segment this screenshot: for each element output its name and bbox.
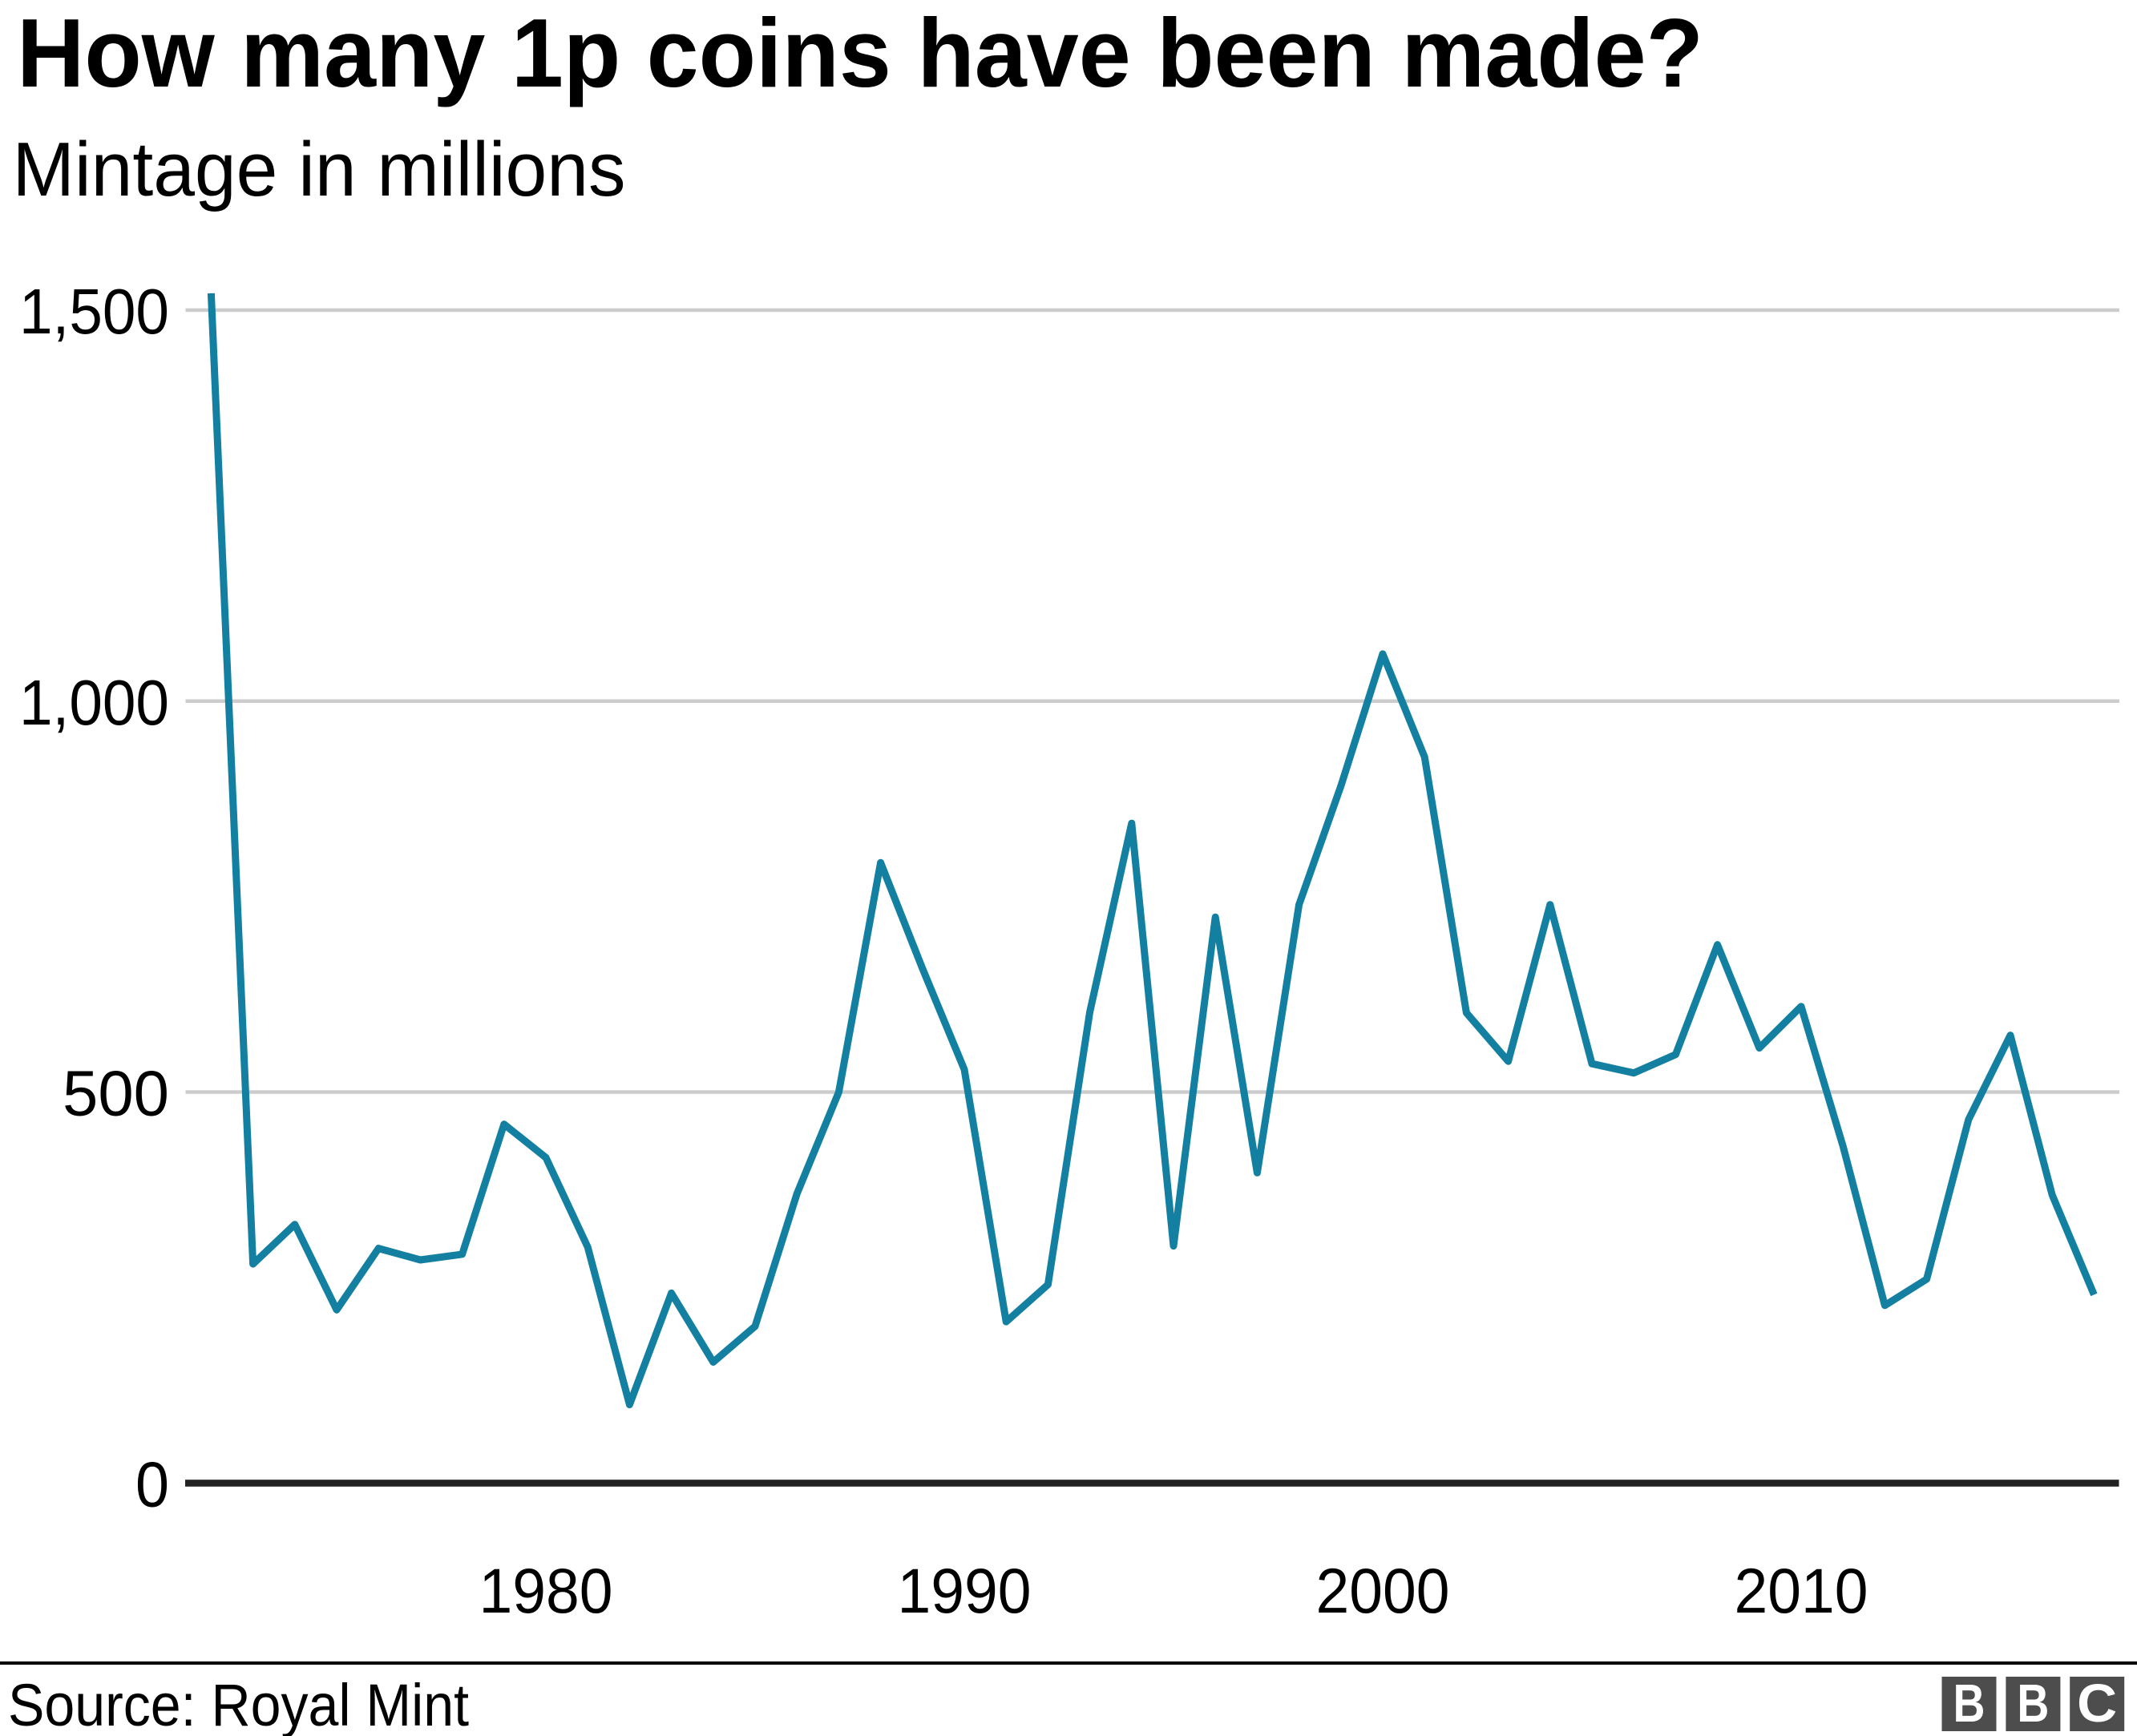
- svg-text:B: B: [2017, 1673, 2049, 1734]
- svg-text:2010: 2010: [1735, 1555, 1868, 1626]
- svg-text:Mintage in millions: Mintage in millions: [13, 127, 626, 212]
- svg-text:1,000: 1,000: [19, 667, 169, 738]
- svg-text:C: C: [2077, 1673, 2117, 1734]
- svg-text:Source: Royal Mint: Source: Royal Mint: [8, 1672, 469, 1736]
- svg-text:How many 1p coins have been ma: How many 1p coins have been made?: [17, 0, 1703, 107]
- svg-text:500: 500: [63, 1058, 169, 1129]
- svg-text:1980: 1980: [479, 1555, 613, 1626]
- svg-text:0: 0: [135, 1449, 169, 1520]
- svg-text:B: B: [1953, 1673, 1986, 1734]
- svg-text:2000: 2000: [1316, 1555, 1450, 1626]
- svg-text:1,500: 1,500: [19, 276, 169, 347]
- svg-text:1990: 1990: [898, 1555, 1032, 1626]
